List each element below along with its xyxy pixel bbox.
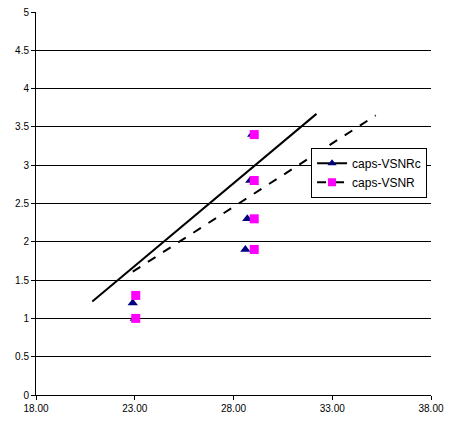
svg-text:5: 5 [23,7,29,18]
svg-text:3: 3 [23,160,29,171]
svg-text:caps-VSNRc: caps-VSNRc [352,157,421,171]
svg-text:1.5: 1.5 [15,275,29,286]
svg-text:2.5: 2.5 [15,198,29,209]
svg-text:18.00: 18.00 [23,403,48,414]
svg-text:4.5: 4.5 [15,45,29,56]
svg-text:0.5: 0.5 [15,351,29,362]
svg-text:1: 1 [23,313,29,324]
svg-text:33.00: 33.00 [320,403,345,414]
svg-text:2: 2 [23,236,29,247]
svg-text:0: 0 [23,390,29,401]
svg-text:4: 4 [23,83,29,94]
svg-text:38.00: 38.00 [418,403,443,414]
svg-text:3.5: 3.5 [15,121,29,132]
svg-text:28.00: 28.00 [221,403,246,414]
svg-text:caps-VSNR: caps-VSNR [352,176,415,190]
svg-text:23.00: 23.00 [122,403,147,414]
